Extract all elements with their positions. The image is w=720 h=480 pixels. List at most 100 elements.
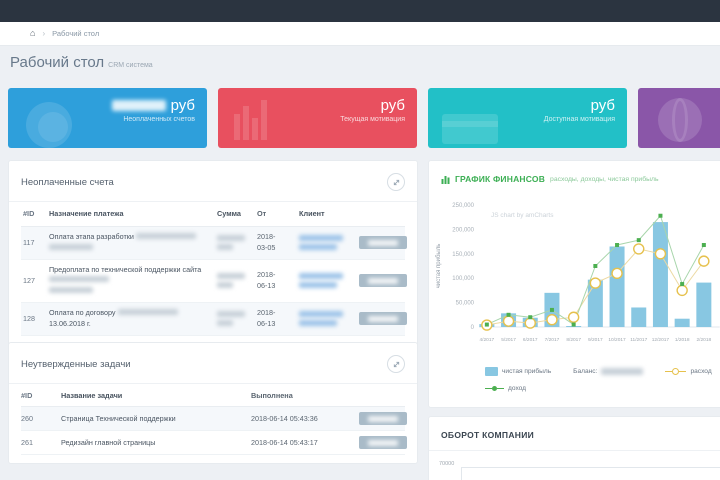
view-button[interactable] <box>359 236 407 250</box>
credit-card-icon <box>442 114 498 144</box>
svg-text:1/2018: 1/2018 <box>675 337 690 343</box>
invoice-date: 2018- 03-05 <box>257 232 276 252</box>
credit-card-stripe-icon <box>442 121 498 127</box>
invoice-id: 117 <box>23 238 35 248</box>
bar-chart-icon <box>261 100 267 140</box>
svg-text:250,000: 250,000 <box>452 203 474 209</box>
globe-meridian-icon <box>672 98 688 142</box>
redacted-text <box>49 276 109 283</box>
invoice-id: 127 <box>23 276 35 286</box>
income-marker <box>485 386 504 391</box>
expand-panel-button[interactable] <box>387 173 405 191</box>
expense-marker <box>665 368 687 375</box>
card-label: Доступная мотивация <box>543 116 615 123</box>
resize-arrows-icon <box>393 179 399 185</box>
finance-chart-title: ГРАФИК ФИНАНСОВ <box>455 174 546 184</box>
finance-chart-panel: ГРАФИК ФИНАНСОВ расходы, доходы, чистая … <box>428 160 720 408</box>
invoice-name: Оплата по договору 13.06.2018 г. <box>49 308 217 330</box>
invoice-name: Оплата этапа разработки <box>49 232 217 254</box>
task-done-date: 2018-06-14 05:43:36 <box>251 414 318 423</box>
chart-icon <box>441 175 450 184</box>
invoice-client-link[interactable] <box>299 272 355 290</box>
redacted-text <box>135 232 196 239</box>
col-id: #ID <box>23 209 35 218</box>
bar-chart-icon <box>234 114 240 140</box>
svg-text:5/2017: 5/2017 <box>501 337 516 343</box>
invoice-sum <box>217 234 257 252</box>
col-done: Выполнена <box>251 391 293 400</box>
top-navbar <box>0 0 720 22</box>
legend-item-income[interactable]: доход <box>485 385 526 392</box>
svg-text:6/2017: 6/2017 <box>523 337 538 343</box>
legend-balance: Баланс: <box>573 368 644 375</box>
table-header: #ID Назначение платежа Сумма От Клиент <box>21 202 405 227</box>
invoice-row: 128 Оплата по договору 13.06.2018 г. 2018-… <box>21 302 407 336</box>
breadcrumb: ⌂ › Рабочий стол <box>0 22 720 46</box>
redacted-button-label <box>368 239 398 246</box>
breadcrumb-separator: › <box>42 29 46 38</box>
legend-item-expense[interactable]: расход <box>665 368 712 375</box>
svg-text:11/2017: 11/2017 <box>630 337 647 343</box>
stat-card-unpaid-invoices[interactable]: руб Неоплаченных счетов <box>8 88 207 148</box>
redacted-button-label <box>368 415 398 422</box>
coins-icon-inner <box>38 112 68 142</box>
home-icon[interactable]: ⌂ <box>30 28 36 38</box>
page-title: Рабочий стол <box>10 54 105 71</box>
globe-icon <box>658 98 702 142</box>
view-button[interactable] <box>359 412 407 425</box>
stat-card-available-motivation[interactable]: руб Доступная мотивация <box>428 88 627 148</box>
unpaid-invoices-panel: Неоплаченные счета #ID Назначение платеж… <box>8 160 418 373</box>
legend-label: доход <box>508 385 527 392</box>
view-button[interactable] <box>359 312 407 326</box>
currency-label: руб <box>170 97 195 114</box>
legend-item-profit[interactable]: чистая прибыль <box>485 367 551 376</box>
redacted-amount <box>111 100 166 111</box>
redacted-button-label <box>368 439 398 446</box>
legend-label: чистая прибыль <box>502 368 552 375</box>
svg-text:0: 0 <box>471 325 475 331</box>
view-button[interactable] <box>359 274 407 288</box>
view-button[interactable] <box>359 436 407 449</box>
bar-chart-icon <box>252 118 258 140</box>
profit-swatch <box>485 367 498 376</box>
redacted-button-label <box>368 277 398 284</box>
invoice-row: 127 Предоплата по технической поддержки с… <box>21 260 407 303</box>
page-subtitle: CRM система <box>108 62 153 69</box>
task-done-date: 2018-06-14 05:43:17 <box>251 438 318 447</box>
svg-text:9/2017: 9/2017 <box>588 337 603 343</box>
finance-chart-subtitle: расходы, доходы, чистая прибыль <box>550 175 659 183</box>
svg-text:12/2017: 12/2017 <box>652 337 670 343</box>
redacted-text <box>117 308 178 315</box>
svg-text:2/2018: 2/2018 <box>697 337 712 343</box>
panel-title: Неутвержденные задачи <box>21 358 131 370</box>
expand-panel-button[interactable] <box>387 355 405 373</box>
breadcrumb-current: Рабочий стол <box>52 29 100 38</box>
card-label: Текущая мотивация <box>340 116 405 123</box>
stat-card-current-motivation[interactable]: руб Текущая мотивация <box>218 88 417 148</box>
resize-arrows-icon <box>393 361 399 367</box>
col-id: #ID <box>21 391 33 400</box>
svg-text:200,000: 200,000 <box>452 227 474 233</box>
task-name: Редизайн главной страницы <box>61 438 156 447</box>
task-id: 260 <box>21 414 33 423</box>
unapproved-tasks-panel: Неутвержденные задачи #ID Название задач… <box>8 342 418 464</box>
svg-text:100,000: 100,000 <box>452 276 474 282</box>
svg-text:4/2017: 4/2017 <box>480 337 495 343</box>
invoice-row: 117 Оплата этапа разработки 2018- 03-05 <box>21 226 407 260</box>
turnover-plot-area <box>461 467 720 480</box>
invoice-client-link[interactable] <box>299 310 355 328</box>
redacted-balance-value <box>601 368 644 375</box>
invoice-sum <box>217 310 257 328</box>
col-client: Клиент <box>299 209 325 218</box>
col-task-name: Название задачи <box>61 391 123 400</box>
invoice-sum <box>217 272 257 290</box>
coins-icon <box>26 102 72 148</box>
invoice-client-link[interactable] <box>299 234 355 252</box>
svg-text:чистая прибыль: чистая прибыль <box>436 244 442 289</box>
stat-card-fourth[interactable] <box>638 88 720 148</box>
page-heading: Рабочий стол CRM система <box>10 54 153 72</box>
svg-text:10/2017: 10/2017 <box>608 337 626 343</box>
task-name: Страница Технической поддержки <box>61 414 176 423</box>
col-from: От <box>257 209 267 218</box>
col-sum: Сумма <box>217 209 241 218</box>
